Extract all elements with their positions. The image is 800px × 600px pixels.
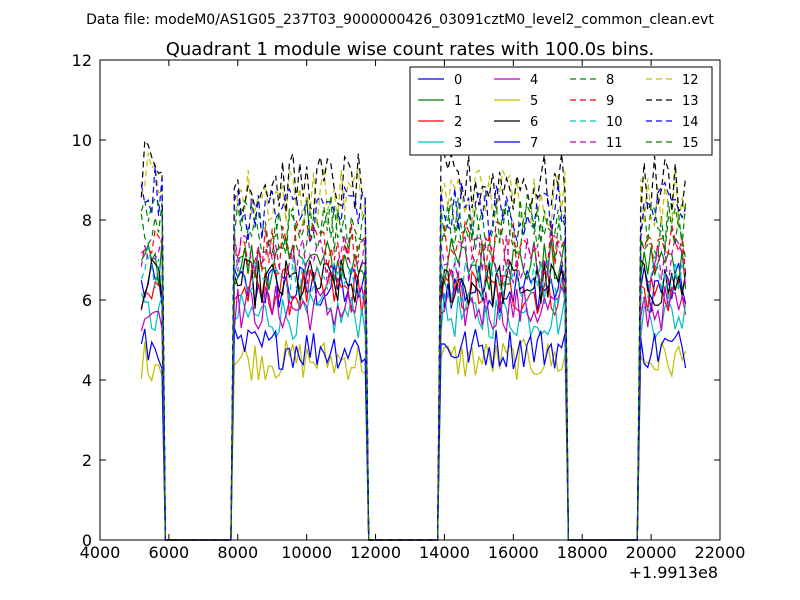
series-line-9 [140, 220, 687, 541]
legend-label-9: 9 [606, 94, 614, 109]
legend-label-6: 6 [530, 115, 538, 130]
x-tick-label: 14000 [419, 543, 470, 562]
series-line-11 [140, 234, 687, 541]
x-tick-label: 4000 [80, 543, 121, 562]
legend-label-12: 12 [682, 73, 699, 88]
series-line-14 [140, 166, 687, 541]
x-tick-label: 22000 [695, 543, 746, 562]
legend-label-0: 0 [454, 73, 462, 88]
data-file-label: Data file: modeM0/AS1G05_237T03_90000004… [86, 12, 714, 28]
x-tick-label: 16000 [488, 543, 539, 562]
legend-label-10: 10 [606, 115, 623, 130]
legend-label-3: 3 [454, 136, 462, 151]
chart-title: Quadrant 1 module wise count rates with … [166, 39, 655, 60]
series-line-8 [140, 202, 687, 541]
series-line-13 [140, 139, 687, 541]
series-line-3 [140, 291, 687, 541]
series-line-7 [140, 327, 687, 541]
x-tick-label: 12000 [350, 543, 401, 562]
x-axis: 4000 6000 8000 10000 12000 14000 16000 18000 200… [80, 60, 746, 562]
series-line-10 [140, 247, 687, 541]
y-tick-label: 8 [82, 211, 92, 230]
series-line-5 [140, 338, 687, 541]
plot-lines [140, 139, 687, 541]
series-line-4 [140, 283, 687, 541]
series-line-12 [140, 152, 687, 541]
x-offset-label: +1.9913e8 [629, 563, 718, 582]
x-tick-label: 6000 [149, 543, 190, 562]
legend-label-2: 2 [454, 115, 462, 130]
y-tick-label: 4 [82, 371, 92, 390]
y-tick-label: 6 [82, 291, 92, 310]
legend-box [409, 66, 713, 156]
legend-label-8: 8 [606, 73, 614, 88]
legend-label-11: 11 [606, 136, 623, 151]
series-line-6 [140, 257, 687, 541]
legend-label-5: 5 [530, 94, 538, 109]
x-tick-label: 20000 [626, 543, 677, 562]
x-tick-label: 8000 [217, 543, 258, 562]
x-tick-label: 18000 [557, 543, 608, 562]
y-tick-label: 10 [72, 131, 92, 150]
legend-label-4: 4 [530, 73, 538, 88]
series-line-2 [140, 265, 687, 541]
x-tick-label: 10000 [281, 543, 332, 562]
y-tick-label: 12 [72, 51, 92, 70]
series-line-0 [140, 262, 687, 541]
legend-label-14: 14 [682, 115, 699, 130]
legend-label-7: 7 [530, 136, 538, 151]
legend-label-13: 13 [682, 94, 699, 109]
series-line-15 [140, 194, 687, 541]
legend-label-15: 15 [682, 136, 699, 151]
legend-label-1: 1 [454, 94, 462, 109]
y-tick-label: 0 [82, 531, 92, 550]
y-tick-label: 2 [82, 451, 92, 470]
series-line-1 [140, 237, 687, 541]
